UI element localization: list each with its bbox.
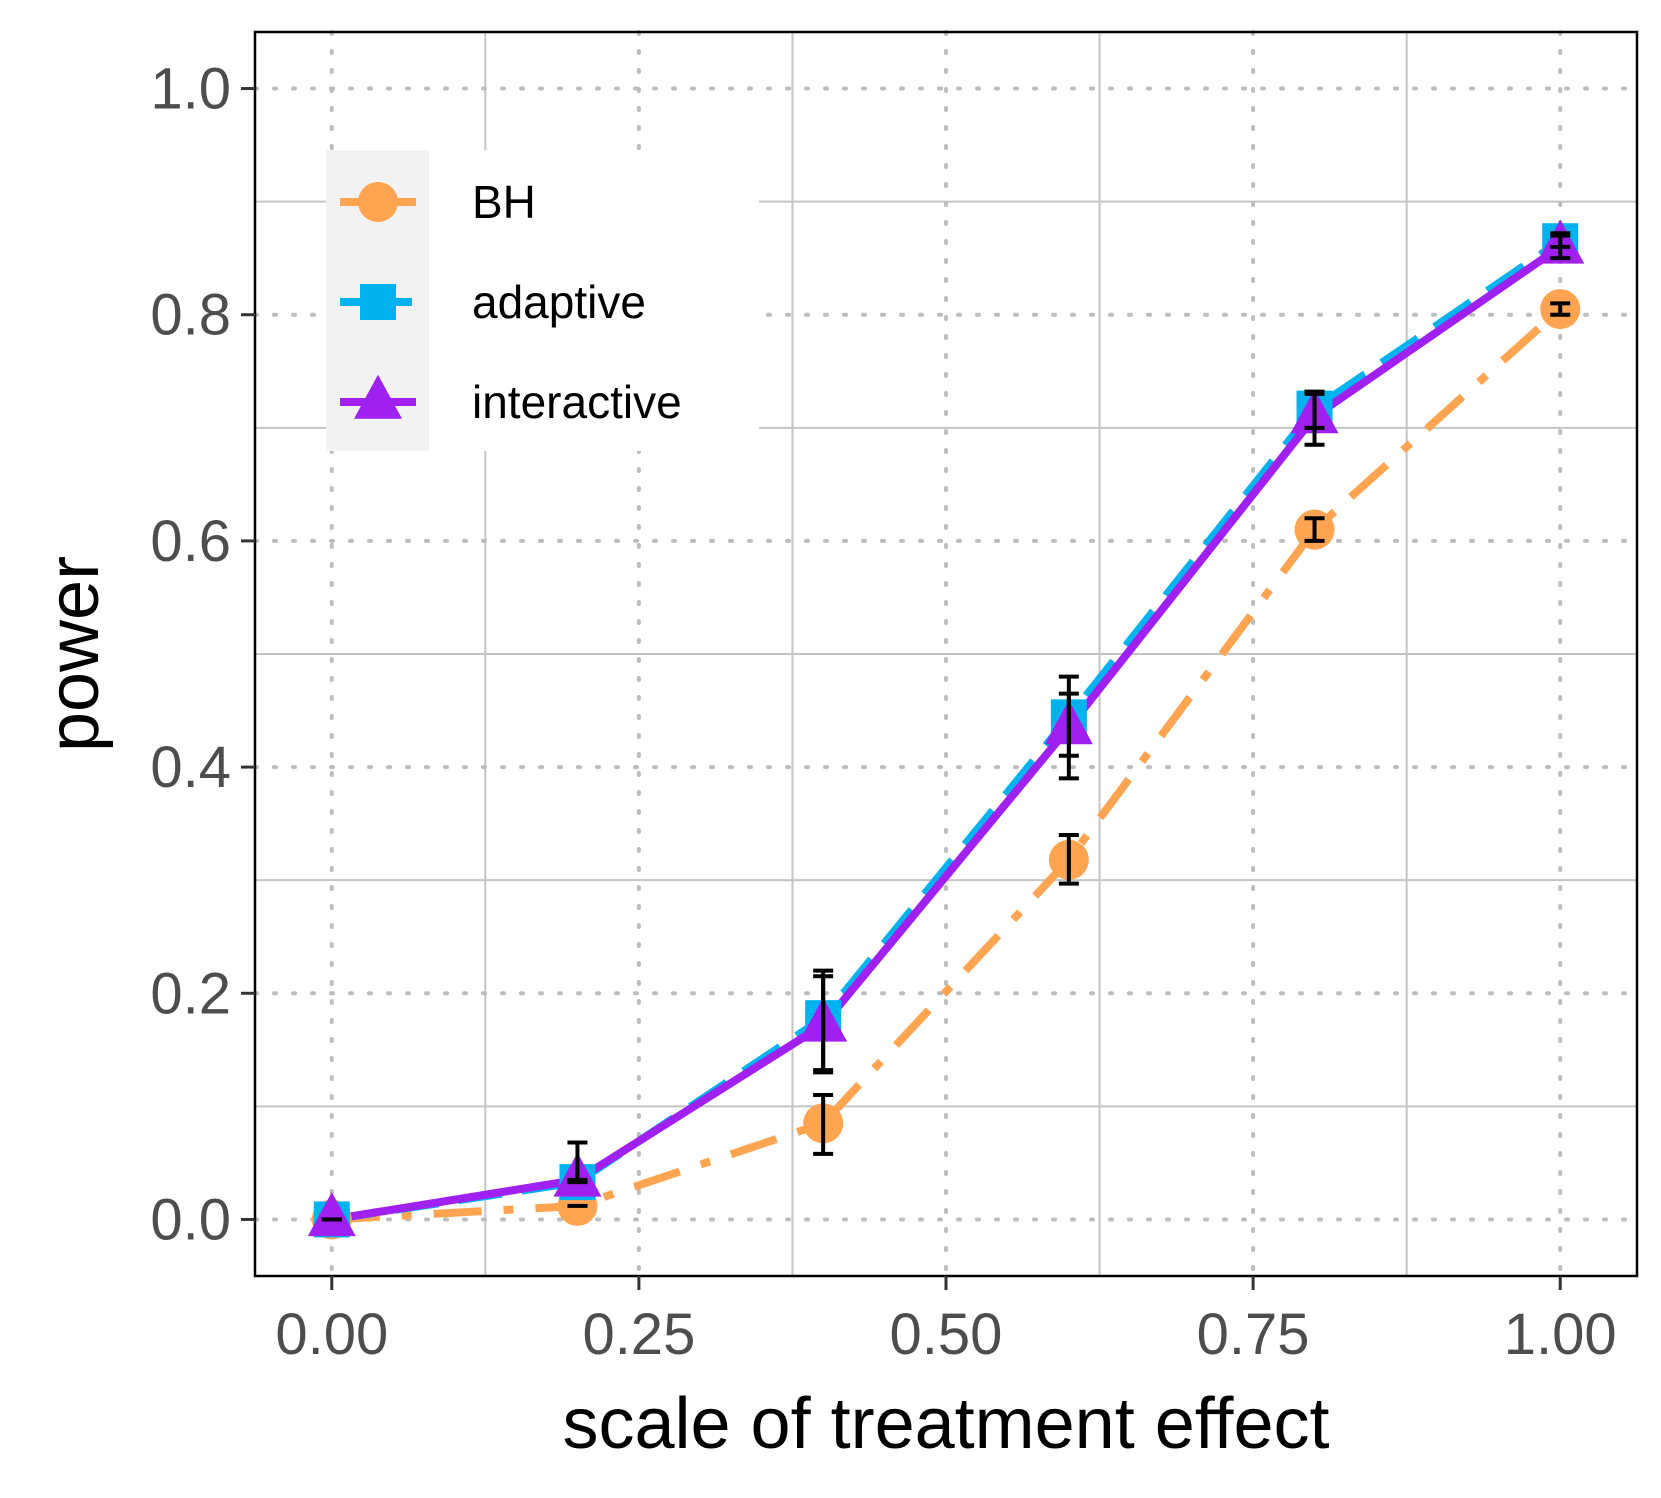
x-axis-title: scale of treatment effect	[562, 1384, 1329, 1464]
y-tick-label: 1.0	[150, 57, 231, 122]
legend-key-marker-bh	[358, 182, 398, 222]
error-bar-interactive	[813, 974, 834, 1075]
y-tick-label: 0.4	[150, 735, 231, 800]
y-tick-label: 0.0	[150, 1187, 231, 1252]
legend-label-interactive: interactive	[472, 376, 682, 428]
x-tick-label: 0.75	[1197, 1302, 1310, 1367]
legend-label-adaptive: adaptive	[472, 276, 646, 328]
error-bar-interactive	[1550, 233, 1571, 261]
legend-key-marker-adaptive	[360, 284, 396, 320]
legend-label-background	[429, 150, 759, 451]
error-bar-bh	[1304, 516, 1325, 543]
series-line-bh	[331, 306, 1563, 1224]
x-tick-label: 1.00	[1504, 1302, 1617, 1367]
error-bar-bh	[1058, 832, 1079, 886]
x-tick-label: 0.25	[582, 1302, 695, 1367]
error-bar-interactive	[1058, 691, 1079, 781]
y-axis: 0.0 0.2 0.4 0.6 0.8 1.0	[150, 57, 255, 1252]
legend-key-marker-interactive	[354, 374, 402, 419]
x-tick-label: 0.00	[275, 1302, 388, 1367]
error-bar-interactive	[1304, 391, 1325, 447]
y-tick-label: 0.8	[150, 283, 231, 348]
error-bar-bh	[813, 1093, 834, 1156]
x-tick-label: 0.50	[890, 1302, 1003, 1367]
legend-label-bh: BH	[472, 176, 536, 228]
x-axis: 0.00 0.25 0.50 0.75 1.00	[275, 1276, 1617, 1367]
error-bar-bh	[1550, 301, 1571, 317]
y-tick-label: 0.2	[150, 961, 231, 1026]
error-bar-adaptive	[567, 1140, 588, 1185]
y-axis-title: power	[34, 556, 114, 752]
legend: BH adaptive interactive	[326, 150, 759, 451]
y-tick-label: 0.6	[150, 509, 231, 574]
data-point-interactive	[307, 1192, 356, 1237]
series-line-interactive	[331, 243, 1563, 1224]
error-bars	[321, 231, 1571, 1222]
